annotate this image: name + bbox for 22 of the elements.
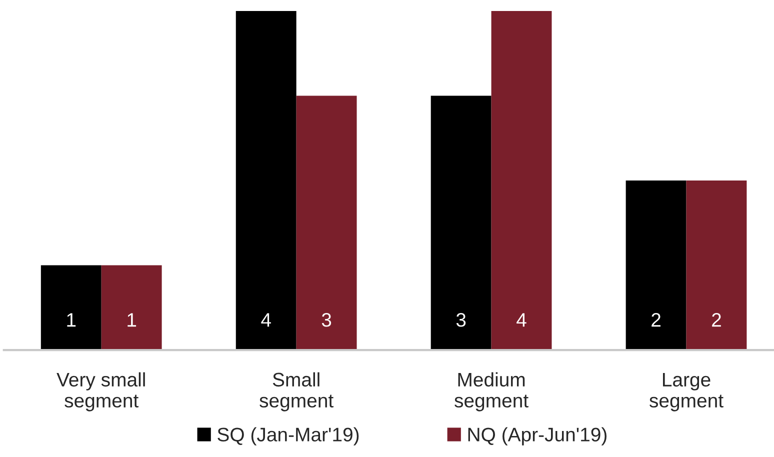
- bar: [430, 96, 492, 350]
- data-label: 3: [322, 313, 332, 327]
- legend-label: SQ (Jan-Mar'19): [218, 427, 359, 446]
- bar: [626, 180, 686, 350]
- bar: [686, 180, 747, 350]
- bar: [40, 265, 102, 350]
- data-label: 4: [516, 313, 526, 327]
- data-label: 2: [712, 313, 721, 327]
- x-tick-label: Large segment: [650, 373, 724, 412]
- legend-label: NQ (Apr-Jun'19): [468, 427, 606, 446]
- bar: [491, 10, 552, 350]
- data-label: 1: [67, 313, 76, 327]
- x-tick-label: Small segment: [260, 372, 334, 412]
- x-tick-label: Very small segment: [56, 372, 145, 412]
- data-label: 2: [652, 313, 660, 327]
- data-label: 1: [128, 313, 136, 327]
- bar: [236, 10, 296, 350]
- data-label: 3: [456, 313, 466, 327]
- x-tick-label: Medium segment: [454, 372, 528, 412]
- bar: [101, 265, 162, 350]
- bar: [296, 96, 357, 350]
- data-label: 4: [261, 313, 271, 327]
